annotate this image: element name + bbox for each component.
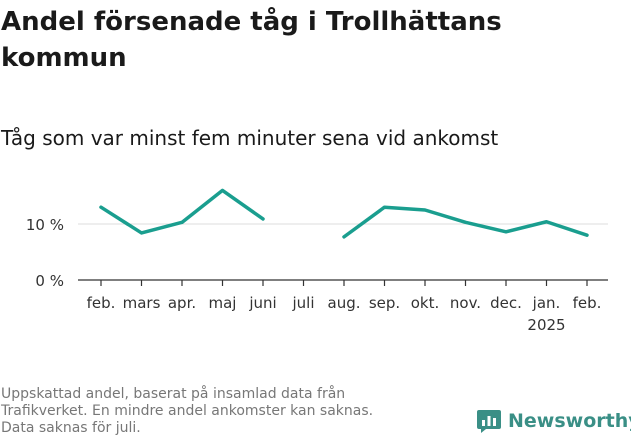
footnote-line: Data saknas för juli. <box>1 420 141 436</box>
x-tick-label: dec. <box>490 294 522 312</box>
brand-name: Newsworthy <box>508 410 631 432</box>
x-tick-label: okt. <box>411 294 440 312</box>
newsworthy-logo-icon <box>477 410 501 433</box>
x-tick-label: aug. <box>328 294 361 312</box>
x-tick-label: juni <box>248 294 276 312</box>
y-tick-label: 10 % <box>26 216 64 234</box>
brand-logo: Newsworthy <box>476 408 631 434</box>
x-tick-label: feb. <box>573 294 602 312</box>
x-tick-label: apr. <box>168 294 196 312</box>
x-tick-label: juli <box>291 294 314 312</box>
footnote-line: Trafikverket. En mindre andel ankomster … <box>1 403 374 419</box>
series-line <box>99 188 265 235</box>
x-tick-label: feb. <box>87 294 116 312</box>
series-line <box>342 205 589 239</box>
x-tick-label: nov. <box>450 294 481 312</box>
x-tick-label: mars <box>123 294 161 312</box>
footnote: Uppskattad andel, baserat på insamlad da… <box>1 386 441 437</box>
line-chart: 0 % 10 % feb. mars apr. maj juni juli aug. sep. ok… <box>26 188 608 334</box>
x-tick-label: sep. <box>369 294 400 312</box>
y-tick-label: 0 % <box>35 272 64 290</box>
x-tick-label: maj <box>209 294 237 312</box>
footnote-line: Uppskattad andel, baserat på insamlad da… <box>1 386 346 402</box>
chart-subtitle: Tåg som var minst fem minuter sena vid a… <box>1 126 499 150</box>
x-tick-sublabel: 2025 <box>527 316 565 334</box>
x-tick-label: jan. <box>532 294 561 312</box>
chart-title: Andel försenade tåg i Trollhättans kommu… <box>1 7 502 73</box>
